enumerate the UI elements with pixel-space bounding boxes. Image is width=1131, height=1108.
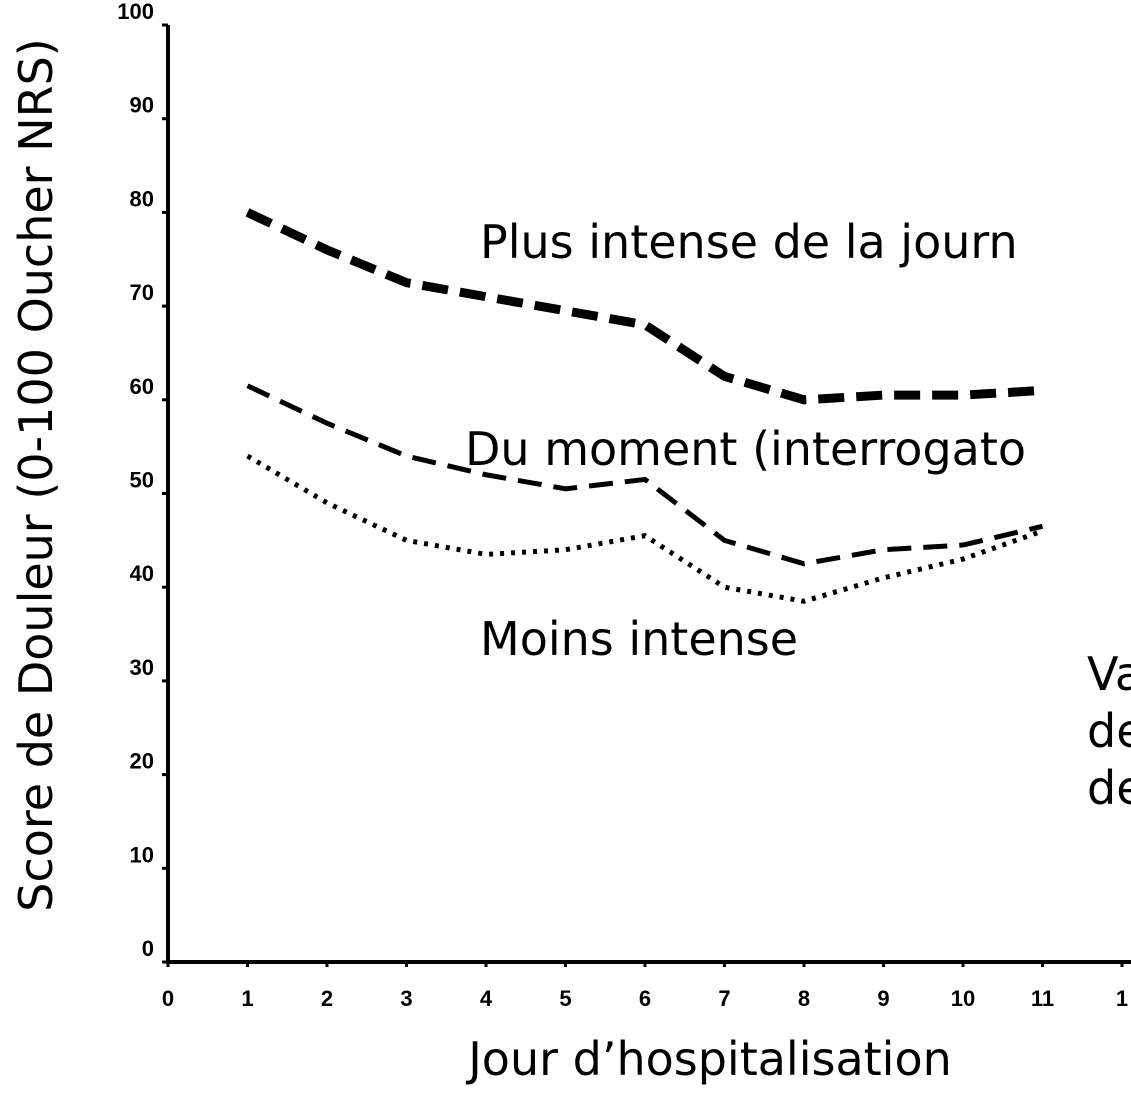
x-tick-label: 7 <box>718 986 730 1011</box>
y-tick-label: 0 <box>142 936 154 961</box>
y-tick-label: 70 <box>130 280 154 305</box>
x-tick-label: 3 <box>400 986 412 1011</box>
x-tick-label: 9 <box>877 986 889 1011</box>
annotation: Moins intense <box>480 612 798 666</box>
side-note: Va <box>1087 647 1131 701</box>
x-tick-label: 0 <box>162 986 174 1011</box>
y-tick-label: 60 <box>130 374 154 399</box>
y-tick-label: 90 <box>130 93 154 118</box>
x-tick-label: 10 <box>951 986 975 1011</box>
x-tick-label: 1 <box>241 986 253 1011</box>
side-note: de <box>1087 761 1131 815</box>
y-tick-label: 100 <box>117 0 154 24</box>
x-tick-label: 2 <box>321 986 333 1011</box>
x-tick-label: 4 <box>480 986 493 1011</box>
annotation: Du moment (interrogato <box>465 422 1026 476</box>
x-tick-label: 1 <box>1116 986 1128 1011</box>
x-tick-label: 6 <box>639 986 651 1011</box>
line-series <box>246 453 1044 604</box>
line-series <box>245 208 1043 405</box>
y-tick-label: 10 <box>130 842 154 867</box>
y-tick-label: 50 <box>130 468 154 493</box>
y-tick-label: 30 <box>130 655 154 680</box>
x-tick-label: 8 <box>798 986 810 1011</box>
x-tick-label: 5 <box>559 986 571 1011</box>
x-axis-label: Jour d’hospitalisation <box>465 1032 952 1086</box>
side-note: de <box>1087 704 1131 758</box>
y-tick-label: 20 <box>130 749 154 774</box>
y-axis-label: Score de Douleur (0-100 Oucher NRS) <box>9 38 63 911</box>
annotation: Plus intense de la journ <box>480 215 1018 269</box>
x-tick-label: 11 <box>1031 986 1054 1011</box>
line-series <box>246 383 1044 567</box>
y-tick-label: 40 <box>130 561 154 586</box>
y-tick-label: 80 <box>130 186 154 211</box>
